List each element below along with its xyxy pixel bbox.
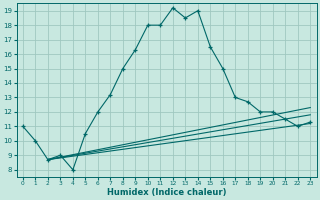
X-axis label: Humidex (Indice chaleur): Humidex (Indice chaleur) (107, 188, 226, 197)
